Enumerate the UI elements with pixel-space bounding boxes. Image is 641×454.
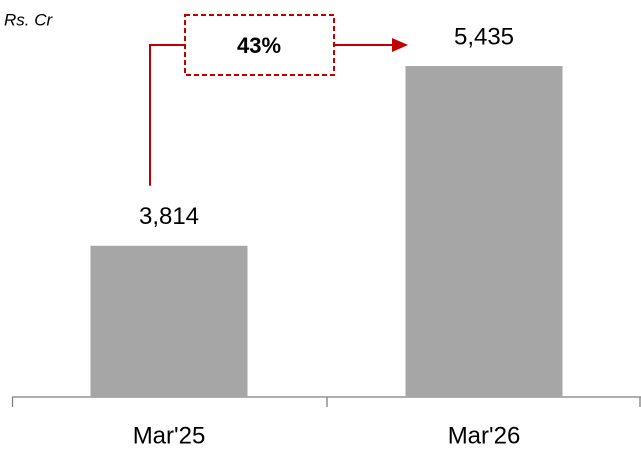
unit-label: Rs. Cr bbox=[4, 10, 54, 29]
growth-annotation: 43% bbox=[149, 14, 408, 186]
annotation-box bbox=[184, 14, 335, 76]
x-tick-label: Mar'25 bbox=[133, 422, 206, 449]
bar bbox=[405, 66, 563, 397]
annotation-label: 43% bbox=[237, 33, 281, 58]
connector-line bbox=[149, 44, 185, 186]
arrow-head bbox=[392, 38, 408, 52]
x-tick-label: Mar'26 bbox=[448, 422, 521, 449]
value-label: 3,814 bbox=[139, 203, 199, 230]
bar bbox=[90, 245, 248, 397]
value-label: 5,435 bbox=[454, 23, 514, 50]
